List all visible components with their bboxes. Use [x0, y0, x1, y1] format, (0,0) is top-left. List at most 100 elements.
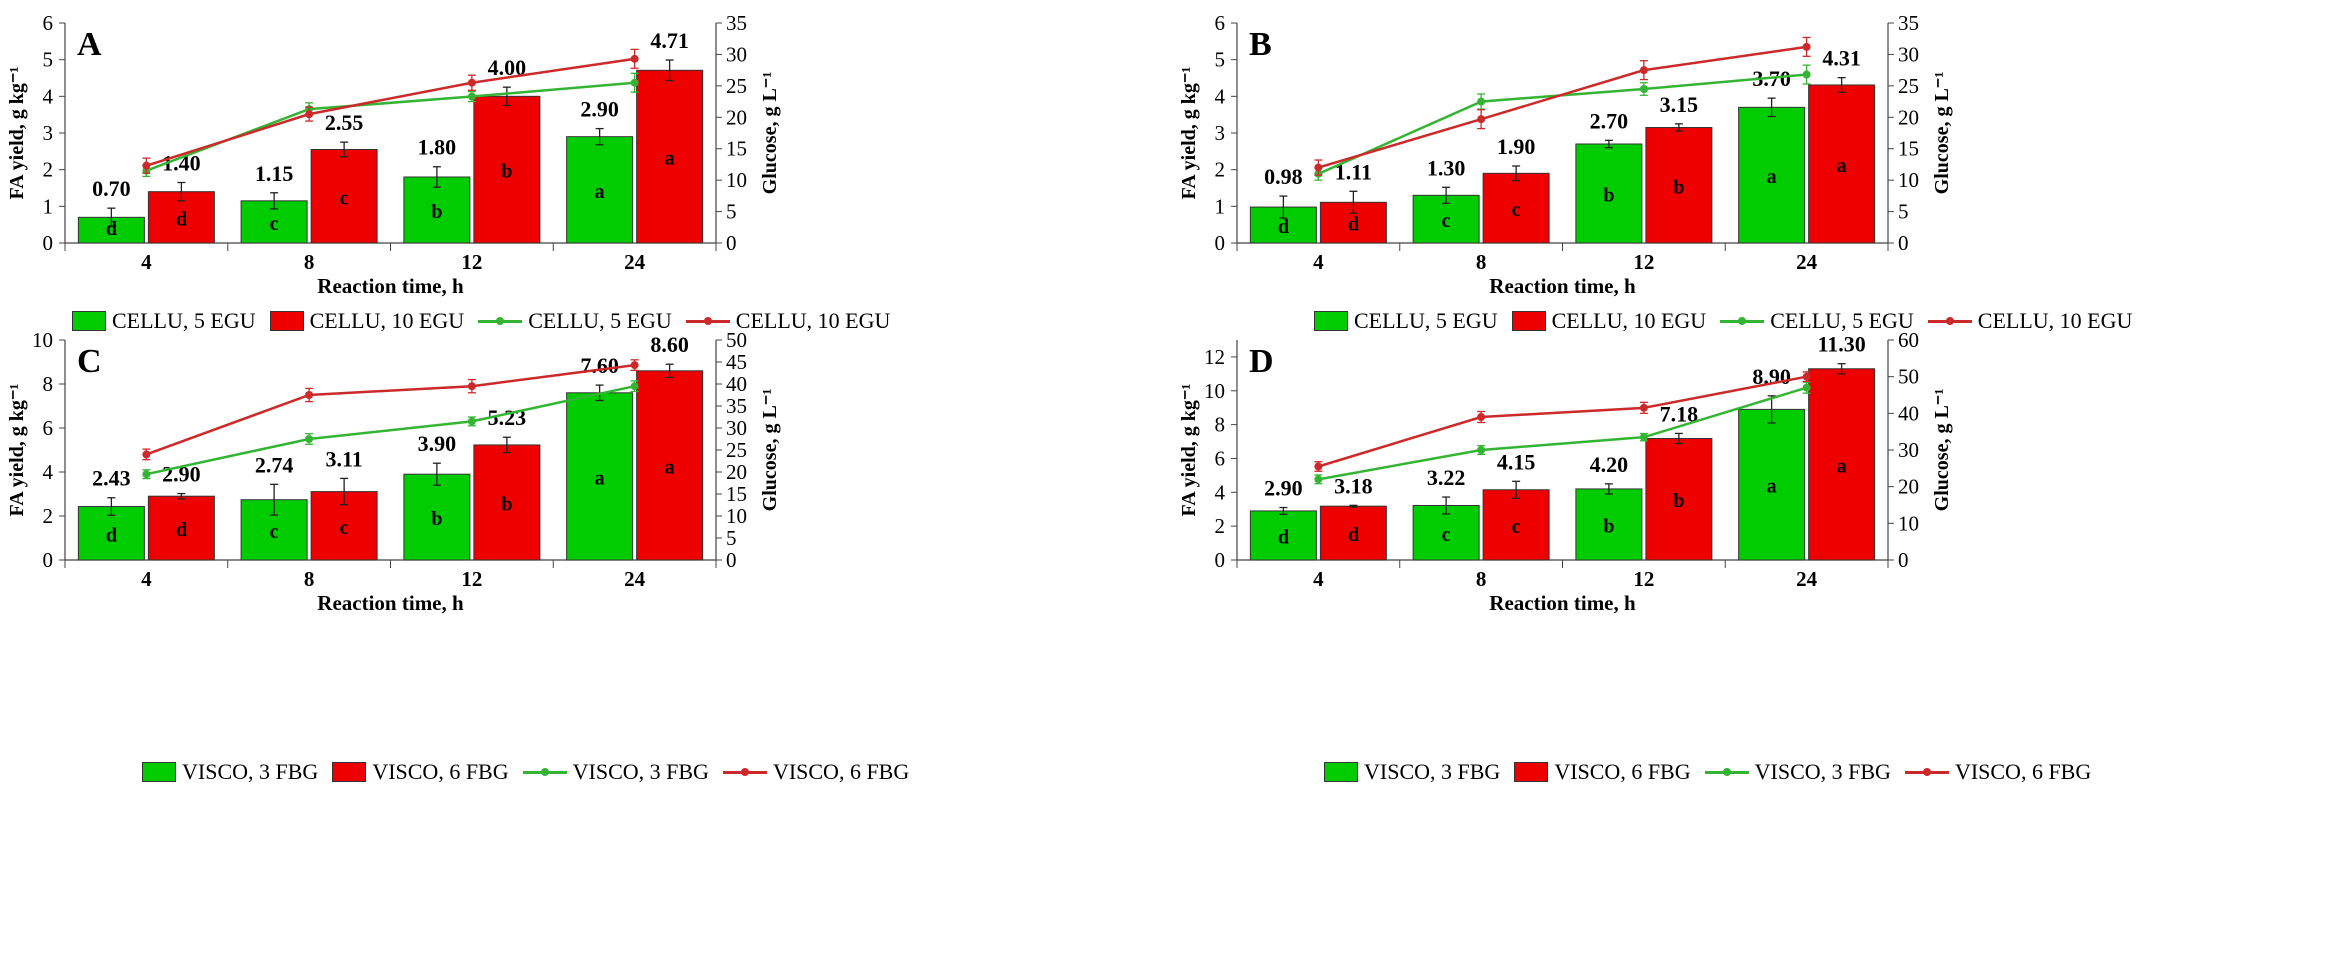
line-point: [630, 361, 639, 370]
x-tick-label: 8: [1476, 567, 1487, 591]
y2-tick-label: 30: [726, 42, 747, 66]
x-axis-label: Reaction time, h: [1489, 591, 1636, 615]
y-tick-label: 10: [1204, 379, 1225, 403]
line-point: [1314, 475, 1323, 484]
bar-value-label: 2.70: [1590, 108, 1629, 133]
y2-tick-label: 50: [1898, 365, 1919, 389]
chart-panel-c: 0 2 4 6 8 10 0 5 10 15 20 25 30 35 40 45 50 FA yield, g k…: [0, 322, 1171, 804]
bar-value-label: 11.30: [1817, 332, 1865, 357]
bar-value-label: 2.74: [255, 452, 294, 477]
bar-value-label: 4.71: [650, 28, 689, 53]
y2-axis-label: Glucose, g L⁻¹: [759, 72, 781, 195]
x-tick-label: 24: [1796, 567, 1818, 591]
line-point: [1477, 97, 1486, 106]
y2-tick-label: 0: [726, 548, 737, 572]
line-point: [1639, 433, 1648, 442]
x-tick-label: 24: [1796, 250, 1818, 274]
legend-item: CELLU, 5 EGU: [478, 308, 672, 334]
bar-significance-letter: d: [1278, 216, 1289, 238]
legend-label: CELLU, 5 EGU: [1770, 308, 1914, 333]
line-point: [1802, 383, 1811, 392]
y2-tick-label: 40: [1898, 401, 1919, 425]
y-tick-label: 10: [32, 328, 53, 352]
y-tick-label: 4: [1215, 480, 1226, 504]
bar: [1575, 488, 1643, 561]
series-line: [1317, 73, 1807, 175]
bar-significance-letter: a: [665, 148, 675, 170]
bar-significance-letter: a: [1837, 155, 1847, 177]
bar-significance-letter: c: [270, 213, 279, 235]
line-point: [467, 382, 476, 391]
legend-swatch-red-line: [685, 315, 730, 327]
bar-significance-letter: a: [595, 181, 605, 203]
y-tick-label: 2: [43, 504, 54, 528]
y2-axis-label: Glucose, g L⁻¹: [1931, 72, 1953, 195]
bar-significance-letter: b: [1673, 490, 1684, 512]
x-tick-label: 8: [1476, 250, 1487, 274]
y2-axis-label: Glucose, g L⁻¹: [1931, 389, 1953, 512]
bar-significance-letter: a: [1767, 166, 1777, 188]
legend-label: VISCO, 3 FBG: [1754, 759, 1891, 784]
y-axis-label: FA yield, g kg⁻¹: [6, 384, 28, 517]
x-tick-label: 4: [1313, 567, 1324, 591]
x-tick-label: 12: [461, 567, 482, 591]
line-point: [1802, 70, 1811, 79]
bar: [1575, 143, 1643, 244]
legend-d: VISCO, 3 FBG VISCO, 6 FBG VISCO, 3 FBG V…: [1324, 759, 2091, 785]
bar-value-label: 0.98: [1264, 164, 1303, 189]
legend-item: CELLU, 10 EGU: [685, 308, 890, 334]
legend-swatch-green-line: [478, 315, 523, 327]
legend-label: VISCO, 6 FBG: [372, 759, 509, 784]
line-point: [1314, 462, 1323, 471]
legend-label: VISCO, 3 FBG: [1364, 759, 1501, 784]
legend-swatch-green-bar: [72, 311, 106, 331]
y-tick-label: 0: [43, 548, 54, 572]
legend-swatch-green-line: [1720, 315, 1765, 327]
bar-value-label: 2.55: [325, 110, 364, 135]
x-tick-label: 24: [624, 567, 646, 591]
y-tick-label: 5: [43, 48, 54, 72]
x-tick-label: 12: [461, 250, 482, 274]
y-tick-label: 6: [1215, 446, 1226, 470]
line-point: [1477, 413, 1486, 421]
y-axis-label: FA yield, g kg⁻¹: [1178, 67, 1200, 200]
panel-label: C: [77, 343, 102, 380]
line-point: [1639, 66, 1648, 75]
y-tick-label: 2: [1215, 158, 1226, 182]
bar-significance-letter: c: [1442, 524, 1451, 546]
bar: [473, 95, 541, 244]
line-point: [142, 450, 151, 459]
y2-tick-label: 0: [1898, 548, 1909, 572]
bar-value-label: 3.90: [418, 431, 457, 456]
line-point: [630, 54, 639, 63]
x-axis-label: Reaction time, h: [1489, 274, 1636, 298]
y-tick-label: 6: [1215, 11, 1226, 35]
legend-swatch-red-line: [1927, 315, 1972, 327]
bar-significance-letter: b: [431, 201, 442, 223]
y-tick-label: 4: [43, 460, 54, 484]
line-point: [467, 92, 476, 101]
y2-tick-label: 15: [726, 482, 747, 506]
line-point: [1314, 163, 1323, 172]
series-line: [1318, 45, 1807, 169]
legend-label: CELLU, 5 EGU: [528, 308, 672, 333]
y-tick-label: 12: [1204, 345, 1225, 369]
legend-item: VISCO, 6 FBG: [332, 759, 509, 785]
bar: [1808, 84, 1876, 244]
bar-value-label: 2.90: [1264, 476, 1303, 501]
y-axis-label: FA yield, g kg⁻¹: [6, 67, 28, 200]
x-tick-label: 12: [1633, 567, 1654, 591]
series-line: [145, 81, 635, 172]
series-line: [145, 57, 635, 167]
y2-tick-label: 45: [726, 350, 747, 374]
bar-significance-letter: d: [106, 218, 117, 240]
bar: [310, 149, 378, 244]
legend-item: CELLU, 5 EGU: [72, 308, 256, 334]
bar-value-label: 0.70: [92, 176, 131, 201]
line-point: [1477, 446, 1486, 454]
y2-tick-label: 20: [726, 105, 747, 129]
bar: [566, 136, 634, 244]
bar: [1738, 408, 1806, 561]
